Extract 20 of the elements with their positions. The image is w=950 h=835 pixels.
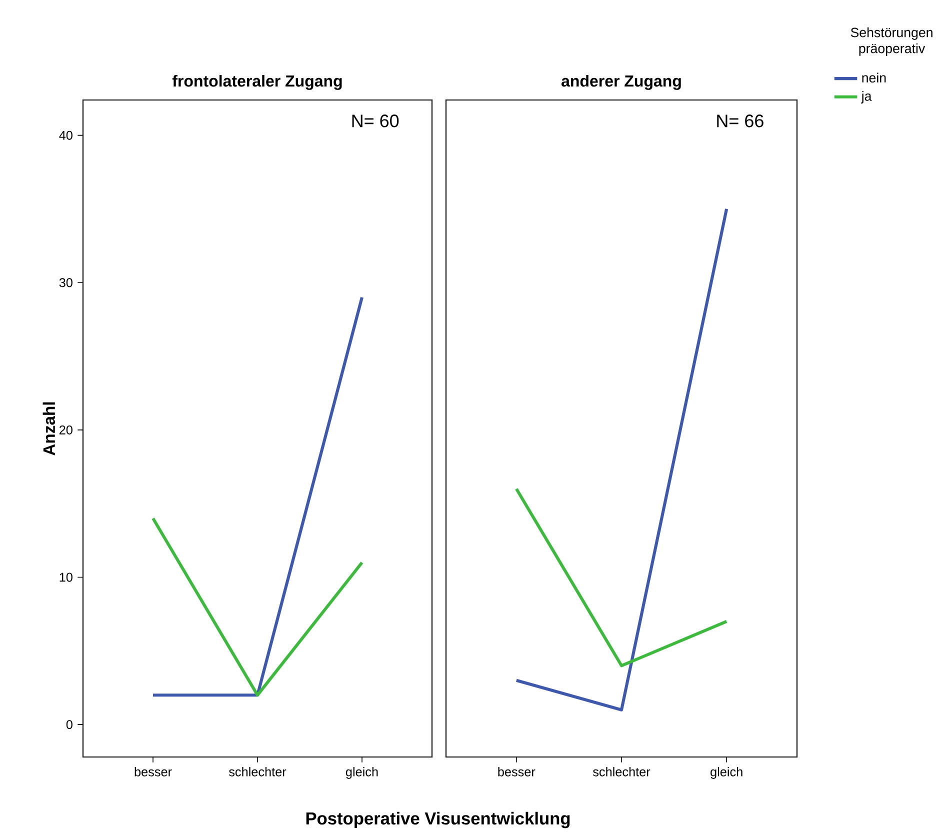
annotation: N= 66 (717, 114, 764, 128)
x-tick-label: besser (498, 767, 536, 776)
chart-title: frontolateraler Zugang (172, 74, 342, 90)
x-tick-label: besser (134, 767, 172, 776)
legend-label: nein (862, 72, 886, 83)
legend-title: Sehstörungen präoperativ (850, 27, 932, 56)
y-tick-label: 10 (60, 572, 72, 582)
x-tick-label: gleich (346, 767, 378, 779)
y-tick-label: 0 (66, 720, 72, 730)
x-tick-label: gleich (710, 767, 742, 779)
y-tick-label: 20 (60, 425, 72, 434)
x-tick-label: schlechter (592, 767, 650, 776)
legend-label: ja (861, 91, 872, 104)
y-axis-title: Anzahl (42, 402, 56, 456)
x-axis-title: Postoperative Visusentwicklung (306, 812, 570, 828)
annotation: N= 60 (352, 114, 399, 128)
y-tick-label: 30 (59, 278, 72, 288)
x-tick-label: schlechter (228, 767, 286, 776)
y-tick-label: 40 (59, 130, 72, 140)
chart-title: anderer Zugang (562, 74, 681, 90)
